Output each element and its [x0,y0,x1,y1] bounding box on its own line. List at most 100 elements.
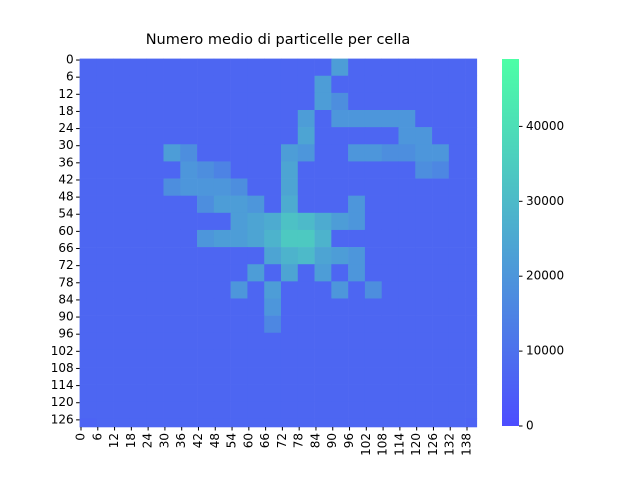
heatmap-cell [280,92,299,111]
heatmap-cell [163,110,181,128]
heatmap-cell [163,384,181,402]
heatmap-cell [297,298,315,316]
x-tick-label: 132 [443,433,457,456]
heatmap-cell [230,401,248,419]
heatmap-cell [180,264,198,282]
heatmap-cell [348,212,366,231]
heatmap-cell [197,229,215,248]
heatmap-cell [79,349,97,368]
heatmap-cell [331,384,349,402]
heatmap-cell [79,127,97,145]
heatmap-cell [280,229,299,248]
heatmap-cell [280,281,299,299]
heatmap-cell [314,298,332,316]
heatmap-cell [465,332,478,351]
heatmap-cell [213,264,231,282]
heatmap-cell [180,110,198,128]
heatmap-cell [264,298,282,316]
heatmap-cell [297,110,315,128]
heatmap-cell [264,195,282,214]
heatmap-cell [113,195,131,214]
heatmap-cell [381,298,399,316]
heatmap-cell [146,110,164,128]
heatmap-cell [230,315,248,334]
heatmap-cell [465,384,478,402]
heatmap-cell [432,110,450,128]
heatmap-cell [398,144,416,162]
heatmap-cell [364,418,382,428]
heatmap-cell [465,92,478,111]
heatmap-cell [197,264,215,282]
heatmap-cell [79,367,97,385]
y-tick-label: 126 [51,412,74,426]
heatmap-cell [331,92,349,111]
heatmap-cell [197,110,215,128]
heatmap-cell [129,281,148,299]
heatmap-cell [364,92,382,111]
heatmap-cell [448,349,466,368]
heatmap-cell [381,178,399,196]
heatmap-cell [79,161,97,179]
heatmap-cell [146,349,164,368]
heatmap-cell [79,178,97,196]
heatmap-cell [129,92,148,111]
heatmap-cell [79,332,97,351]
heatmap-cell [448,229,466,248]
heatmap-cell [146,367,164,385]
heatmap-cell [448,332,466,351]
heatmap-cell [197,178,215,196]
heatmap-cell [364,178,382,196]
heatmap-cell [448,281,466,299]
chart-title: Numero medio di particelle per cella [146,32,411,48]
heatmap-cell [79,247,97,265]
heatmap-cell [314,229,332,248]
heatmap-cell [297,195,315,214]
y-tick-label: 66 [58,241,73,255]
heatmap-cell [280,384,299,402]
heatmap-cell [432,58,450,77]
heatmap-cell [280,298,299,316]
heatmap-cell [364,229,382,248]
heatmap-cell [448,144,466,162]
heatmap-cell [113,384,131,402]
y-tick-label: 36 [58,155,73,169]
heatmap-cell [180,367,198,385]
heatmap-cell [180,195,198,214]
heatmap-cell [129,229,148,248]
heatmap-cell [448,161,466,179]
heatmap-cell [264,75,282,94]
heatmap-cell [146,315,164,334]
heatmap-cell [432,212,450,231]
heatmap-cell [79,195,97,214]
heatmap-cell [113,229,131,248]
heatmap-cell [465,349,478,368]
heatmap-cell [398,418,416,428]
heatmap-cell [448,315,466,334]
heatmap-cell [280,58,299,77]
x-tick-label: 42 [191,433,205,448]
heatmap-cell [129,332,148,351]
heatmap-cell [280,110,299,128]
heatmap-cell [96,212,114,231]
heatmap-cell [213,247,231,265]
heatmap-cell [113,110,131,128]
heatmap-cell [348,229,366,248]
heatmap-cell [197,332,215,351]
heatmap-cell [415,332,433,351]
heatmap-cell [314,195,332,214]
heatmap-cell [297,418,315,428]
heatmap-cell [113,178,131,196]
heatmap-cell [381,110,399,128]
x-tick-label: 90 [325,433,339,448]
heatmap-cell [96,298,114,316]
heatmap-cell [448,195,466,214]
heatmap-cell [448,418,466,428]
heatmap-cell [213,127,231,145]
heatmap-cell [280,195,299,214]
heatmap-cell [448,178,466,196]
heatmap-cell [264,247,282,265]
heatmap-cell [465,401,478,419]
x-tick-label: 138 [460,433,474,456]
heatmap-cell [297,281,315,299]
heatmap-cell [448,401,466,419]
